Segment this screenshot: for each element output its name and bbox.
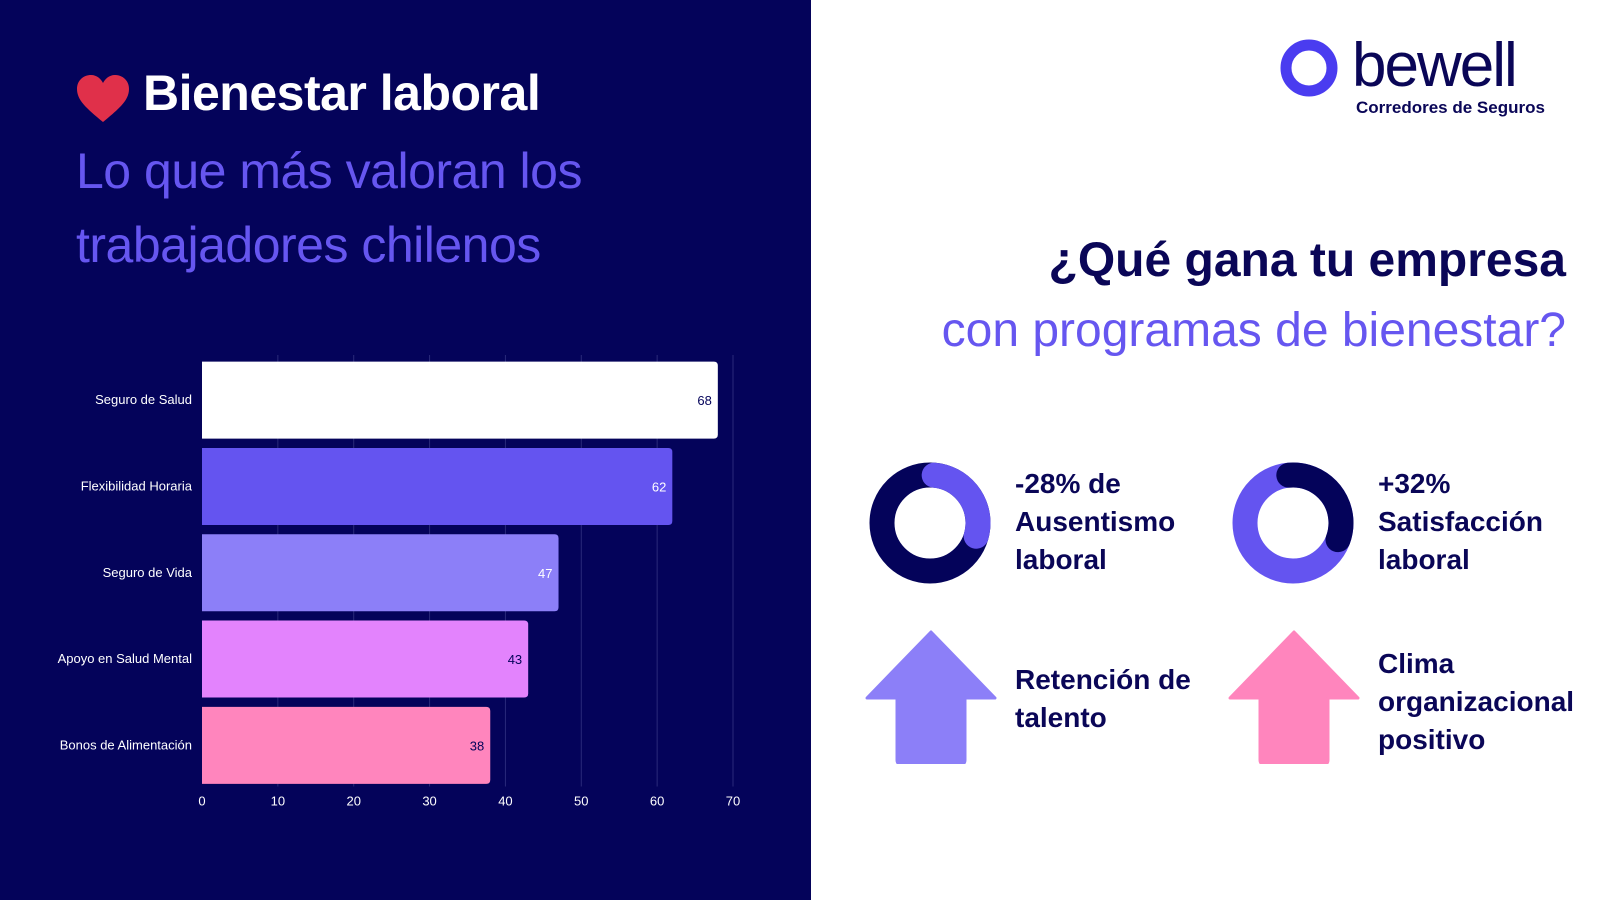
logo-tagline: Corredores de Seguros (1356, 98, 1545, 117)
subtitle-line-1: Lo que más valoran los (76, 143, 582, 199)
category-label: Apoyo en Salud Mental (58, 651, 193, 666)
arrow-up-icon-retention (865, 630, 997, 764)
benefit-text: +32% (1378, 468, 1451, 499)
x-tick-label: 60 (650, 794, 664, 809)
benefit-retention: Retención de talento (1015, 661, 1191, 737)
x-tick-label: 70 (726, 794, 740, 809)
benefit-satisfaction: +32% Satisfacción laboral (1378, 465, 1543, 579)
category-label: Bonos de Alimentación (60, 737, 192, 752)
benefit-text: positivo (1378, 724, 1486, 755)
benefit-text: Clima (1378, 648, 1455, 679)
bar (202, 620, 529, 698)
benefit-text: laboral (1015, 544, 1107, 575)
x-tick-label: 50 (574, 794, 588, 809)
value-label: 38 (470, 738, 484, 753)
bar (202, 447, 673, 525)
x-tick-label: 30 (422, 794, 436, 809)
benefit-text: -28% de (1015, 468, 1121, 499)
x-tick-label: 10 (271, 794, 285, 809)
benefit-text: Retención de (1015, 664, 1191, 695)
benefit-absenteeism: -28% de Ausentismo laboral (1015, 465, 1175, 579)
bar (202, 706, 491, 784)
donut-icon-satisfaction (1232, 462, 1354, 584)
heart-icon (77, 75, 129, 122)
bar (202, 534, 559, 612)
question-line-1: ¿Qué gana tu empresa (1048, 234, 1566, 287)
x-tick-label: 20 (346, 794, 360, 809)
donut-icon-absenteeism (869, 462, 991, 584)
question-line-2: con programas de bienestar? (941, 304, 1566, 357)
benefit-text: talento (1015, 702, 1107, 733)
right-panel (811, 0, 1600, 900)
category-label: Seguro de Vida (103, 565, 193, 580)
x-tick-label: 40 (498, 794, 512, 809)
subtitle-line-2: trabajadores chilenos (76, 217, 541, 273)
bar-chart: 0 10 20 30 40 50 60 70 Seguro de Salud 68 Flexibil… (58, 355, 740, 809)
value-label: 43 (508, 652, 522, 667)
benefit-text: Satisfacción (1378, 506, 1543, 537)
value-label: 47 (538, 566, 552, 581)
category-label: Seguro de Salud (95, 392, 192, 407)
category-label: Flexibilidad Horaria (81, 478, 193, 493)
benefit-text: Ausentismo (1015, 506, 1176, 537)
arrow-up-icon-climate (1228, 630, 1360, 764)
benefit-text: laboral (1378, 544, 1470, 575)
page-title: Bienestar laboral (143, 65, 541, 121)
benefit-text: organizacional (1378, 686, 1575, 717)
benefit-climate: Clima organizacional positivo (1378, 645, 1574, 759)
value-label: 62 (652, 479, 666, 494)
value-label: 68 (697, 393, 711, 408)
bewell-logo (1280, 39, 1338, 97)
bar (202, 361, 718, 439)
x-tick-label: 0 (198, 794, 205, 809)
logo-wordmark: bewell (1352, 31, 1518, 100)
